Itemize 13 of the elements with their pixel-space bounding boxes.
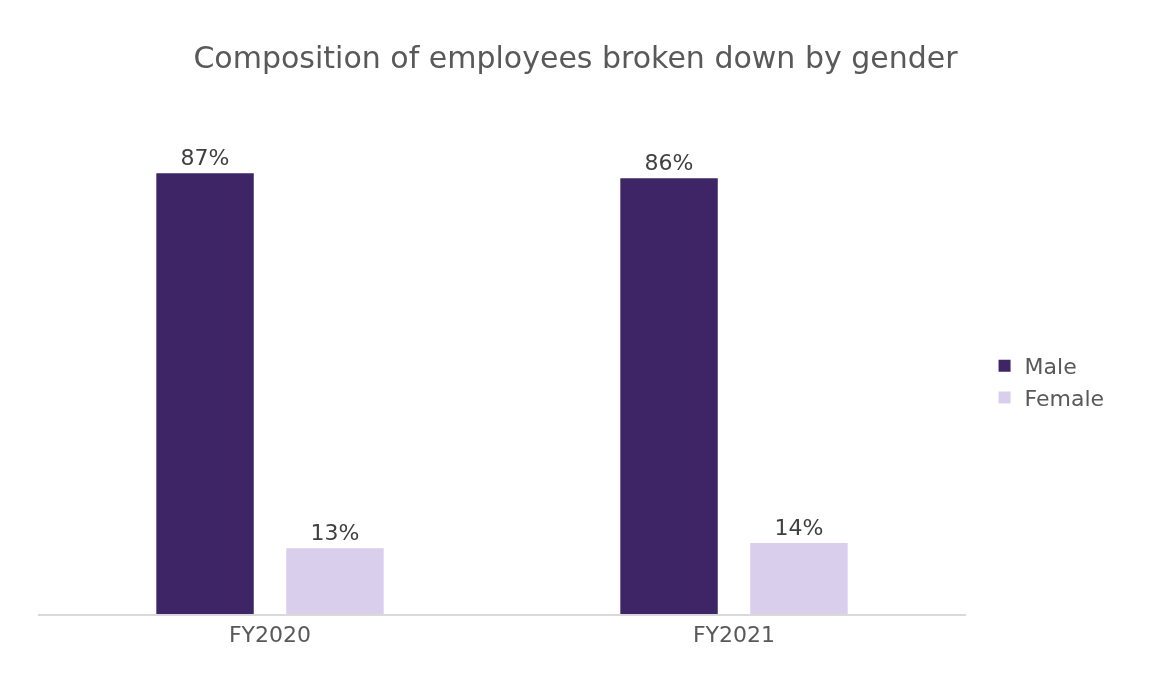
x-tick-label: FY2020	[228, 622, 312, 648]
data-label: 14%	[774, 515, 824, 541]
bar	[156, 173, 254, 614]
bar	[750, 543, 848, 614]
data-label: 87%	[180, 145, 230, 171]
x-tick-label: FY2021	[692, 622, 776, 648]
data-label: 86%	[644, 150, 694, 176]
data-label: 13%	[310, 520, 360, 546]
bar	[620, 178, 718, 614]
chart-title: Composition of employees broken down by gender	[193, 40, 959, 76]
bar	[286, 548, 384, 614]
legend-label: Male	[1024, 354, 1077, 380]
legend-label: Female	[1024, 385, 1105, 411]
